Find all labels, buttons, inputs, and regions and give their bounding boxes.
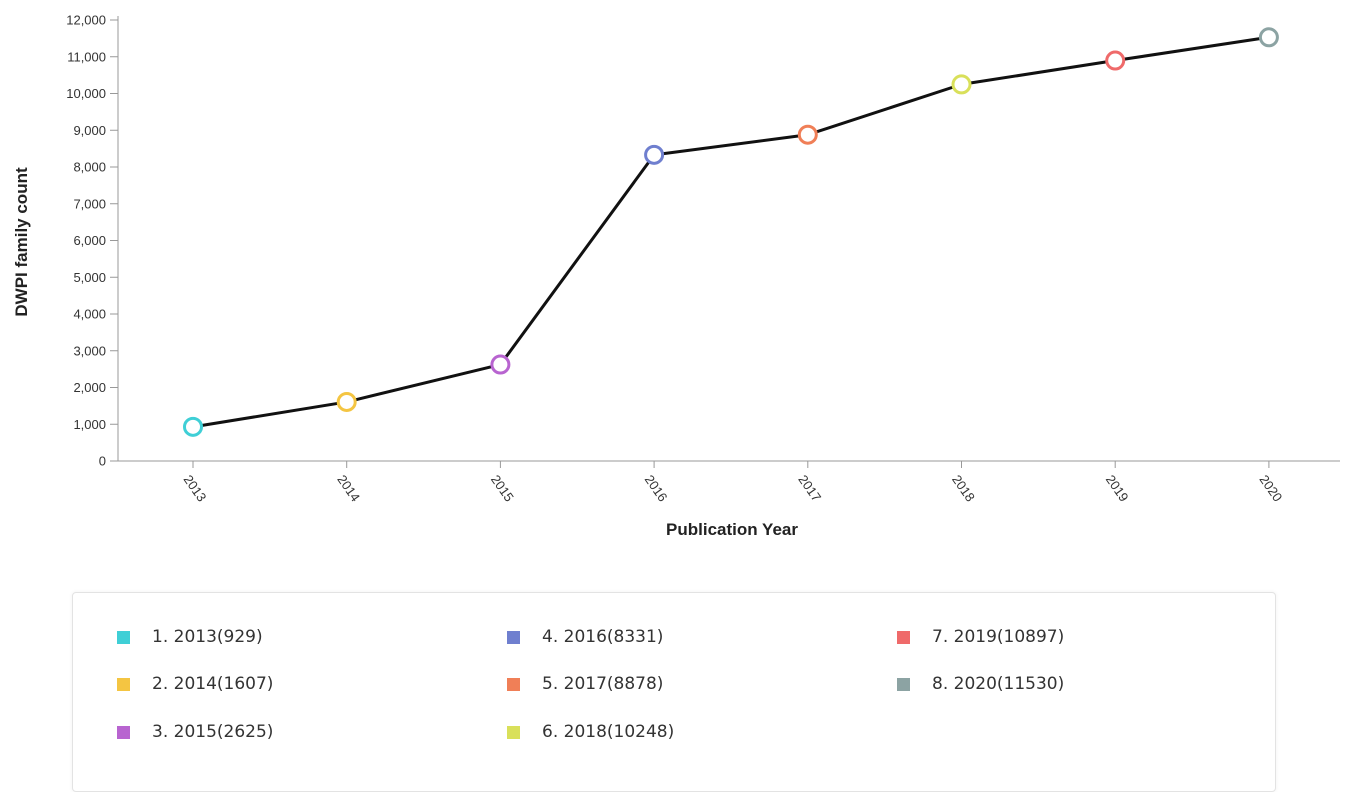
legend-swatch (117, 630, 130, 644)
y-axis: 0 1,000 2,000 3,000 4,000 5,000 6,000 7,000 8,00… (66, 13, 119, 469)
x-tick-label: 2015 (488, 472, 517, 504)
y-tick-label: 11,000 (67, 49, 106, 64)
legend-label: 8. 2020(11530) (932, 674, 1065, 694)
x-tick-label: 2017 (795, 472, 824, 504)
y-tick-label: 0 (99, 454, 106, 469)
series-line (192, 35, 1270, 429)
y-tick-label: 8,000 (73, 160, 106, 175)
legend-label: 3. 2015(2625) (152, 722, 274, 742)
x-tick-label: 2016 (642, 472, 671, 504)
y-tick-label: 1,000 (73, 417, 106, 432)
x-tick-label: 2013 (181, 472, 210, 504)
y-tick-label: 7,000 (73, 196, 106, 211)
data-point-2018[interactable] (951, 74, 972, 95)
legend-item[interactable]: 3. 2015(2625) (117, 720, 273, 744)
y-tick-label: 10,000 (66, 86, 106, 101)
y-axis-title: DWPI family count (12, 167, 31, 317)
data-point-2016[interactable] (644, 144, 665, 165)
legend-label: 1. 2013(929) (152, 627, 263, 647)
legend-swatch (897, 677, 910, 691)
x-tick-label: 2018 (949, 472, 978, 504)
legend-swatch (897, 630, 910, 644)
legend-item[interactable]: 2. 2014(1607) (117, 672, 273, 696)
legend-item[interactable]: 8. 2020(11530) (897, 672, 1064, 696)
legend-item[interactable]: 7. 2019(10897) (897, 625, 1064, 649)
y-tick-label: 5,000 (73, 270, 106, 285)
data-point-2020[interactable] (1258, 27, 1279, 48)
legend-item[interactable]: 6. 2018(10248) (507, 720, 674, 744)
legend-label: 7. 2019(10897) (932, 627, 1065, 647)
legend-label: 2. 2014(1607) (152, 674, 274, 694)
legend-swatch (507, 630, 520, 644)
data-point-2019[interactable] (1105, 50, 1126, 71)
y-tick-label: 6,000 (73, 233, 106, 248)
y-tick-label: 4,000 (73, 307, 106, 322)
x-tick-label: 2014 (334, 472, 363, 504)
data-point-2014[interactable] (336, 391, 357, 412)
legend-label: 4. 2016(8331) (542, 627, 664, 647)
data-point-2013[interactable] (183, 416, 203, 437)
legend-item[interactable]: 5. 2017(8878) (507, 672, 663, 696)
legend-swatch (507, 677, 520, 691)
x-axis-title: Publication Year (666, 520, 798, 539)
y-tick-label: 9,000 (73, 123, 106, 138)
legend-swatch (117, 677, 130, 691)
legend-item[interactable]: 1. 2013(929) (117, 625, 263, 649)
series-line-group (192, 35, 1270, 429)
legend-item[interactable]: 4. 2016(8331) (507, 625, 663, 649)
legend-label: 5. 2017(8878) (542, 674, 664, 694)
y-tick-label: 12,000 (66, 13, 106, 28)
legend-swatch (117, 725, 130, 739)
y-tick-label: 3,000 (73, 343, 106, 358)
x-tick-label: 2020 (1256, 472, 1285, 504)
legend: 1. 2013(929) 2. 2014(1607) 3. 2015(2625) 4.… (72, 592, 1276, 792)
data-points-group (183, 27, 1279, 437)
data-point-2015[interactable] (490, 354, 511, 375)
legend-label: 6. 2018(10248) (542, 722, 675, 742)
x-axis: 2013 2014 2015 2016 2017 2018 2019 2020 (118, 460, 1340, 504)
line-chart: 0 1,000 2,000 3,000 4,000 5,000 6,000 7,000 8,00… (12, 13, 1340, 539)
x-tick-label: 2019 (1103, 472, 1132, 504)
legend-swatch (507, 725, 520, 739)
y-tick-label: 2,000 (73, 380, 106, 395)
data-point-2017[interactable] (797, 124, 818, 145)
